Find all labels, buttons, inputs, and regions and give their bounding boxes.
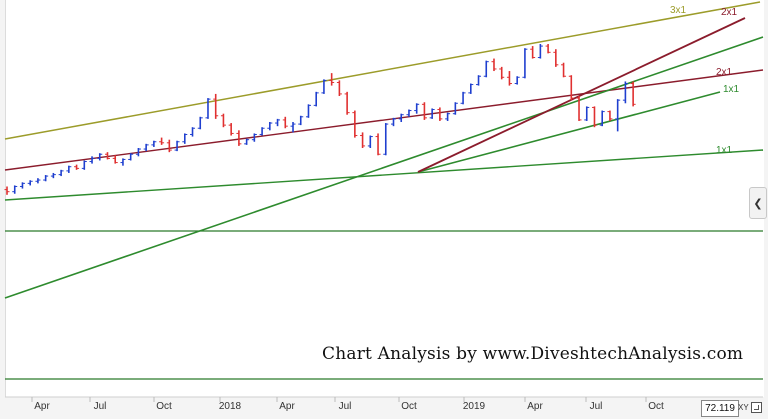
x-tick-label: Jul (590, 401, 603, 412)
x-tick-label: Oct (648, 401, 664, 412)
x-axis-bar (0, 397, 768, 419)
chevron-left-icon: ❮ (753, 196, 763, 210)
fan-label: 2x1 (716, 67, 733, 78)
x-tick-label: 2018 (219, 401, 242, 412)
fan-line (417, 91, 721, 173)
x-tick-label: Oct (156, 401, 172, 412)
fan-line (417, 17, 746, 173)
fan-label: 3x1 (670, 5, 687, 16)
axis-mode-label[interactable]: XY (738, 403, 749, 412)
fan-label: 2x1 (721, 7, 738, 18)
fan-label: 1x1 (723, 84, 740, 95)
fan-line (4, 149, 764, 201)
x-tick-label: Apr (279, 401, 295, 412)
fan-line (4, 69, 764, 171)
fan-label: 1x1 (716, 145, 733, 156)
plot-area[interactable] (5, 0, 764, 397)
x-tick-label: Apr (34, 401, 50, 412)
scroll-left-button[interactable]: ❮ (749, 187, 767, 219)
price-readout: 72.119 (701, 400, 739, 417)
x-tick-label: 2019 (463, 401, 486, 412)
x-tick-label: Apr (527, 401, 543, 412)
fan-line (4, 36, 764, 299)
x-tick-label: Jul (94, 401, 107, 412)
fan-line (4, 1, 761, 140)
watermark-text: Chart Analysis by www.DiveshtechAnalysis… (322, 344, 743, 364)
x-tick-label: Jul (339, 401, 352, 412)
zoom-icon[interactable] (751, 402, 762, 413)
x-tick-label: Oct (401, 401, 417, 412)
